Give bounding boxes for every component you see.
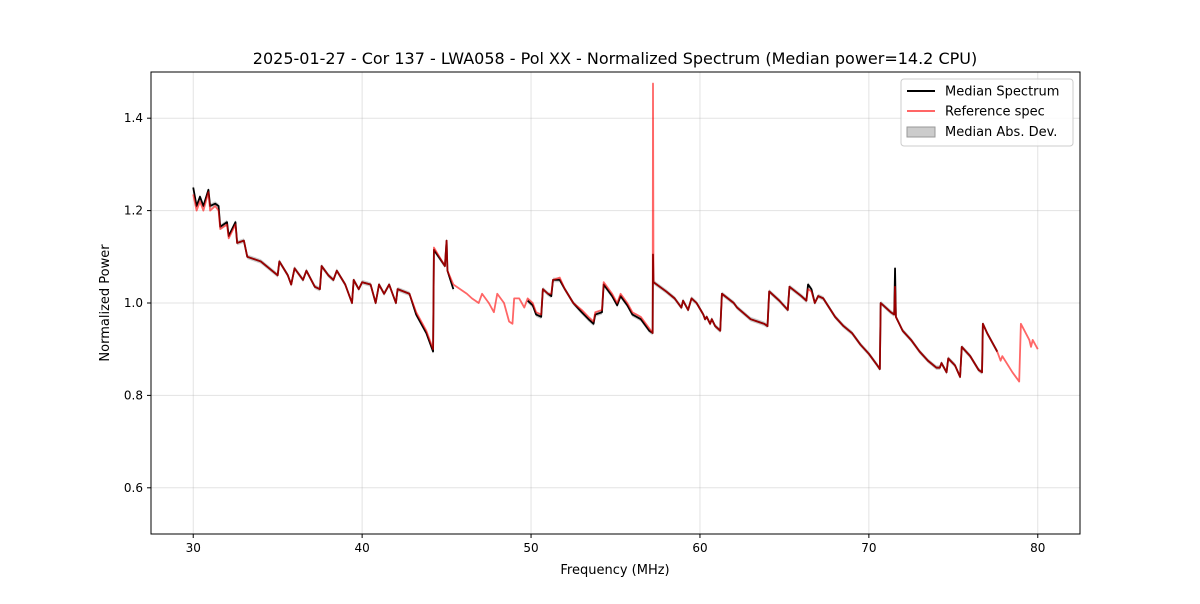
- legend: Median Spectrum Reference spec Median Ab…: [900, 78, 1074, 147]
- ticks: 30 40 50 60 70 80 0.6 0.8 1.0 1.2 1.4: [124, 111, 1046, 555]
- y-tick-label: 0.6: [124, 481, 143, 495]
- chart-title: 2025-01-27 - Cor 137 - LWA058 - Pol XX -…: [253, 49, 977, 68]
- x-tick-label: 30: [186, 541, 201, 555]
- legend-mad-swatch: [906, 126, 936, 138]
- x-tick-label: 60: [692, 541, 707, 555]
- y-tick-label: 1.4: [124, 111, 143, 125]
- x-tick-label: 70: [861, 541, 876, 555]
- y-tick-label: 1.0: [124, 296, 143, 310]
- reference-spectrum-line: [192, 82, 1039, 383]
- plot-area: [192, 82, 1039, 383]
- x-tick-label: 80: [1030, 541, 1045, 555]
- legend-median-label: Median Spectrum: [945, 85, 1059, 100]
- y-axis-label: Normalized Power: [98, 244, 113, 362]
- y-tick-label: 1.2: [124, 204, 143, 218]
- legend-reference-label: Reference spec: [945, 105, 1045, 120]
- x-axis-label: Frequency (MHz): [560, 563, 669, 578]
- legend-mad-label: Median Abs. Dev.: [945, 125, 1057, 140]
- y-tick-label: 0.8: [124, 388, 143, 402]
- x-tick-label: 50: [523, 541, 538, 555]
- x-tick-label: 40: [354, 541, 369, 555]
- legend-box: [900, 78, 1074, 147]
